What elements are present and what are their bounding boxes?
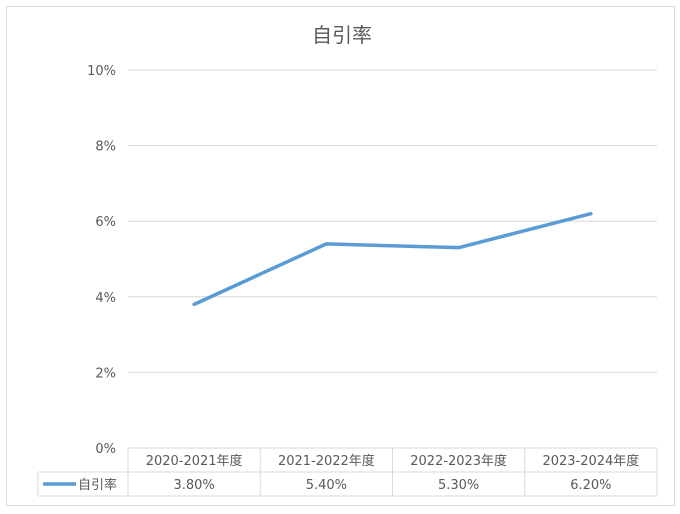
series-line-layer: [192, 211, 593, 307]
chart-frame: [6, 6, 675, 506]
legend-series-name: 自引率: [78, 477, 117, 493]
y-axis-tick-labels: 0% 2% 4% 6% 8% 10%: [87, 64, 116, 457]
data-point: [324, 242, 328, 246]
x-category-label: 2020-2021年度: [146, 453, 243, 469]
data-table: 2020-2021年度 2021-2022年度 2022-2023年度 2023-20…: [37, 447, 658, 497]
data-value-label: 5.30%: [438, 478, 479, 493]
y-tick-label: 4%: [95, 291, 116, 306]
x-category-label: 2021-2022年度: [278, 453, 375, 469]
data-value-label: 5.40%: [306, 478, 347, 493]
x-category-label: 2023-2024年度: [542, 453, 639, 469]
data-value-label: 3.80%: [173, 478, 214, 493]
y-tick-label: 2%: [95, 366, 116, 381]
series-line: [192, 211, 593, 307]
y-tick-label: 0%: [95, 442, 116, 457]
y-tick-label: 10%: [87, 64, 116, 79]
y-tick-label: 6%: [95, 215, 116, 230]
data-value-label: 6.20%: [570, 478, 611, 493]
y-tick-label: 8%: [95, 140, 116, 155]
x-category-label: 2022-2023年度: [410, 453, 507, 469]
gridlines: [128, 69, 657, 449]
data-point: [457, 246, 461, 250]
data-point: [192, 302, 196, 306]
data-point: [589, 212, 593, 216]
chart-title: 自引率: [312, 23, 372, 47]
